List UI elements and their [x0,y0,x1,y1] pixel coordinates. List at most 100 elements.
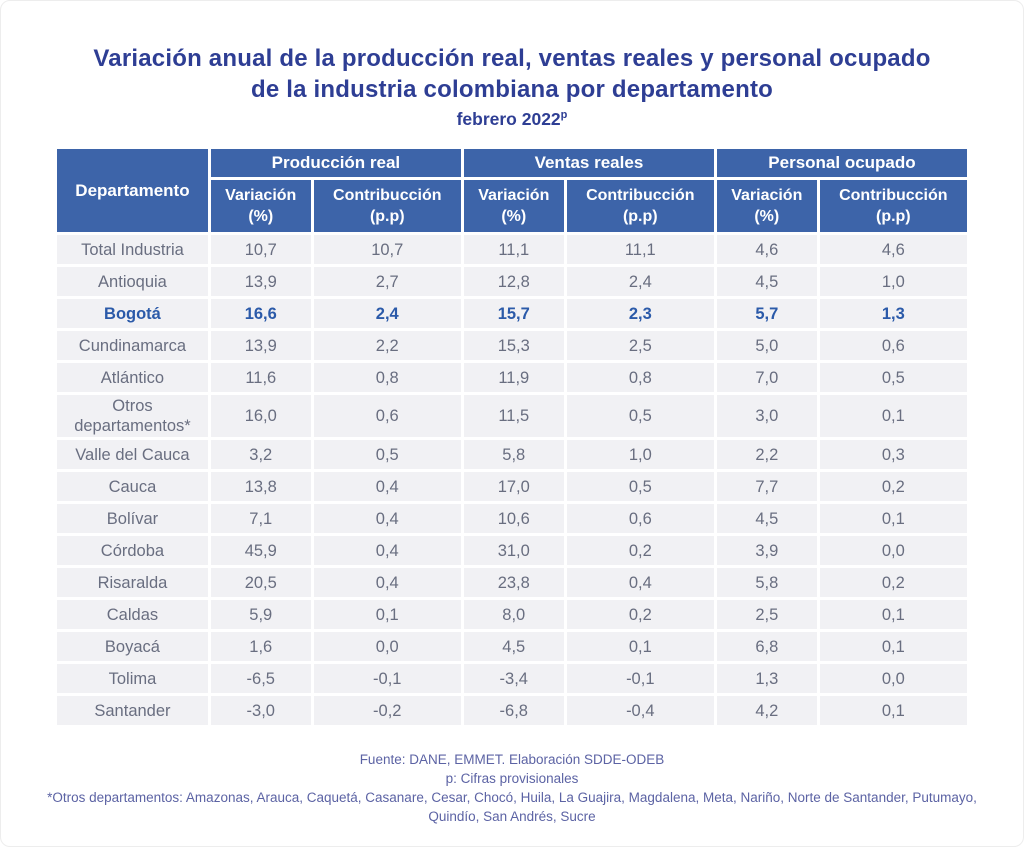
value-cell: 5,9 [210,600,311,629]
value-cell: 0,8 [566,363,714,392]
sub-header-variacion-produccion: Variación (%) [210,180,311,232]
value-cell: 5,8 [716,568,817,597]
department-cell: Valle del Cauca [57,440,208,469]
department-cell: Otros departamentos* [57,395,208,437]
value-cell: 2,7 [313,267,461,296]
value-cell: 0,4 [313,568,461,597]
value-cell: 0,0 [819,664,967,693]
value-cell: 10,7 [313,235,461,264]
value-cell: 2,4 [566,267,714,296]
footer: Fuente: DANE, EMMET. Elaboración SDDE-OD… [22,750,1002,826]
department-cell: Cauca [57,472,208,501]
value-cell: -3,4 [463,664,564,693]
footer-provisional-note: p: Cifras provisionales [445,771,579,786]
value-cell: 0,1 [819,632,967,661]
department-cell: Bolívar [57,504,208,533]
value-cell: 2,5 [716,600,817,629]
group-header-produccion-real: Producción real [210,149,461,177]
value-cell: 1,3 [819,299,967,328]
table-row: Bolívar 7,1 0,4 10,6 0,6 4,5 0,1 [57,504,967,533]
value-cell: 0,2 [819,472,967,501]
value-cell: 0,2 [566,536,714,565]
table-row: Boyacá 1,6 0,0 4,5 0,1 6,8 0,1 [57,632,967,661]
value-cell: 0,4 [313,536,461,565]
value-cell: 5,7 [716,299,817,328]
value-cell: 10,6 [463,504,564,533]
value-cell: 31,0 [463,536,564,565]
table-row: Risaralda 20,5 0,4 23,8 0,4 5,8 0,2 [57,568,967,597]
department-cell: Tolima [57,664,208,693]
footer-source: Fuente: DANE, EMMET. Elaboración SDDE-OD… [359,752,665,767]
table-row: Total Industria 10,7 10,7 11,1 11,1 4,6 4,6 [57,235,967,264]
value-cell: 0,5 [566,472,714,501]
value-cell: 0,4 [566,568,714,597]
value-cell: -0,1 [313,664,461,693]
table-row: Atlántico 11,6 0,8 11,9 0,8 7,0 0,5 [57,363,967,392]
subtitle-superscript: p [560,109,568,122]
footer-other-departments-note: *Otros departamentos: Amazonas, Arauca, … [47,790,977,824]
group-header-ventas-reales: Ventas reales [463,149,714,177]
value-cell: 0,6 [566,504,714,533]
table-container: Departamento Producción real Ventas real… [54,146,970,728]
value-cell: 11,1 [463,235,564,264]
value-cell: 0,1 [819,600,967,629]
value-cell: 2,5 [566,331,714,360]
department-cell: Cundinamarca [57,331,208,360]
value-cell: 4,5 [716,504,817,533]
value-cell: 4,2 [716,696,817,725]
value-cell: 4,6 [716,235,817,264]
value-cell: 4,6 [819,235,967,264]
value-cell: 16,6 [210,299,311,328]
value-cell: 0,6 [819,331,967,360]
value-cell: -6,5 [210,664,311,693]
value-cell: 11,1 [566,235,714,264]
value-cell: 5,0 [716,331,817,360]
value-cell: 2,2 [716,440,817,469]
sub-header-contribuccion-produccion: Contribucción (p.p) [313,180,461,232]
department-cell: Total Industria [57,235,208,264]
table-sub-header-row: Variación (%) Contribucción (p.p) Variació… [57,180,967,232]
department-cell: Córdoba [57,536,208,565]
value-cell: 17,0 [463,472,564,501]
department-cell: Caldas [57,600,208,629]
value-cell: 0,1 [819,395,967,437]
value-cell: 7,0 [716,363,817,392]
table-group-header-row: Departamento Producción real Ventas real… [57,149,967,232]
value-cell: 23,8 [463,568,564,597]
value-cell: 12,8 [463,267,564,296]
value-cell: 0,2 [819,568,967,597]
value-cell: 0,0 [819,536,967,565]
value-cell: 45,9 [210,536,311,565]
group-header-personal-ocupado: Personal ocupado [716,149,967,177]
value-cell: 15,3 [463,331,564,360]
table-row: Bogotá 16,6 2,4 15,7 2,3 5,7 1,3 [57,299,967,328]
value-cell: 5,8 [463,440,564,469]
value-cell: 0,5 [313,440,461,469]
department-cell: Santander [57,696,208,725]
value-cell: 2,2 [313,331,461,360]
value-cell: -0,2 [313,696,461,725]
table-row: Cauca 13,8 0,4 17,0 0,5 7,7 0,2 [57,472,967,501]
value-cell: -6,8 [463,696,564,725]
value-cell: 0,4 [313,472,461,501]
value-cell: 1,0 [819,267,967,296]
value-cell: 11,9 [463,363,564,392]
value-cell: -0,1 [566,664,714,693]
value-cell: 20,5 [210,568,311,597]
department-cell: Boyacá [57,632,208,661]
table-row: Antioquia 13,9 2,7 12,8 2,4 4,5 1,0 [57,267,967,296]
subtitle-text: febrero 2022 [456,109,561,129]
data-table: Departamento Producción real Ventas real… [54,146,970,728]
department-cell: Bogotá [57,299,208,328]
sub-header-variacion-ventas: Variación (%) [463,180,564,232]
value-cell: 0,0 [313,632,461,661]
value-cell: 13,8 [210,472,311,501]
value-cell: 2,4 [313,299,461,328]
table-row: Valle del Cauca 3,2 0,5 5,8 1,0 2,2 0,3 [57,440,967,469]
table-body: Total Industria 10,7 10,7 11,1 11,1 4,6 4,6 Ant… [57,235,967,725]
value-cell: 0,1 [819,504,967,533]
value-cell: 1,3 [716,664,817,693]
table-row: Cundinamarca 13,9 2,2 15,3 2,5 5,0 0,6 [57,331,967,360]
value-cell: 4,5 [716,267,817,296]
value-cell: 7,1 [210,504,311,533]
